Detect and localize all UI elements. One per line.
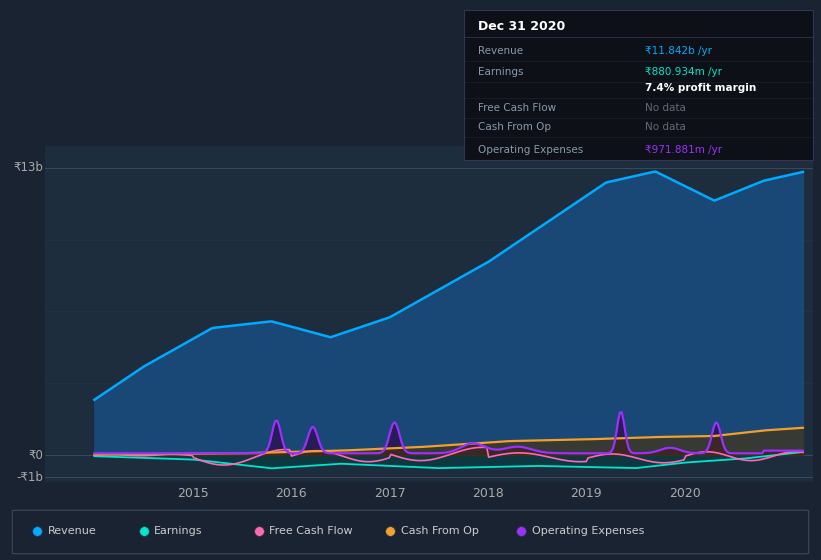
Text: Revenue: Revenue	[478, 45, 523, 55]
Text: Cash From Op: Cash From Op	[401, 526, 479, 536]
Text: ₹11.842b /yr: ₹11.842b /yr	[645, 45, 713, 55]
Text: Revenue: Revenue	[48, 526, 96, 536]
Text: Dec 31 2020: Dec 31 2020	[478, 20, 565, 33]
Text: -₹1b: -₹1b	[16, 470, 43, 484]
Text: ₹13b: ₹13b	[13, 161, 43, 174]
Text: Operating Expenses: Operating Expenses	[478, 144, 583, 155]
Text: ₹971.881m /yr: ₹971.881m /yr	[645, 144, 722, 155]
Text: No data: No data	[645, 122, 686, 132]
Text: Operating Expenses: Operating Expenses	[532, 526, 644, 536]
Text: ₹0: ₹0	[28, 449, 43, 461]
Text: 7.4% profit margin: 7.4% profit margin	[645, 83, 757, 93]
Text: Cash From Op: Cash From Op	[478, 122, 551, 132]
Text: Earnings: Earnings	[154, 526, 203, 536]
Text: Earnings: Earnings	[478, 67, 523, 77]
Text: Free Cash Flow: Free Cash Flow	[478, 102, 556, 113]
Text: No data: No data	[645, 102, 686, 113]
Text: ₹880.934m /yr: ₹880.934m /yr	[645, 67, 722, 77]
Text: Free Cash Flow: Free Cash Flow	[269, 526, 353, 536]
